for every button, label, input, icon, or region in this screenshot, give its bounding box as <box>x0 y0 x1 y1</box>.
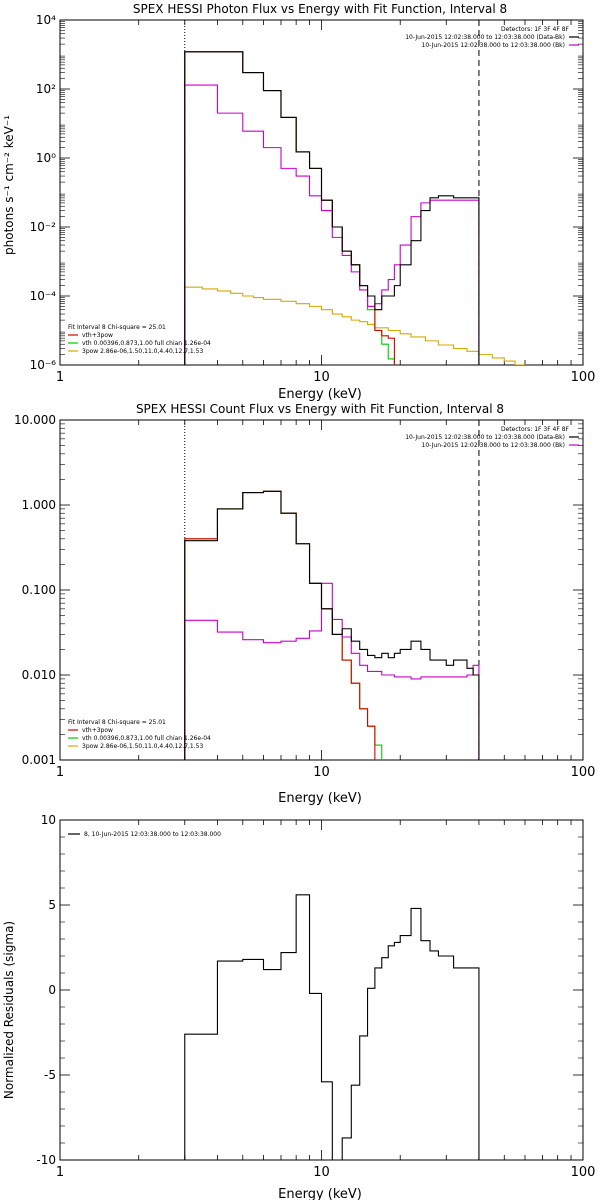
legend-entry: Detectors: 1F 3F 4F 8F <box>501 26 570 33</box>
legend-entry: 10-Jun-2015 12:02:38.000 to 12:03:38.000… <box>405 434 565 441</box>
legend-entry: 10-Jun-2015 12:02:38.000 to 12:03:38.000… <box>422 42 565 49</box>
fit-legend-entry: vth 0.00396,0.873,1.00 full chian 1.26e-… <box>82 735 211 742</box>
y-tick-label: 0.100 <box>22 583 56 597</box>
x-tick-label: 100 <box>571 765 596 780</box>
y-axis-label: Normalized Residuals (sigma) <box>2 921 16 1099</box>
x-tick-label: 10 <box>313 370 330 385</box>
x-tick-label: 1 <box>56 370 64 385</box>
fit-legend-entry: 3pow 2.86e-06,1.50,11.0,4.40,12.7,1.53 <box>82 743 203 750</box>
y-tick-label: 10² <box>36 82 56 96</box>
legend-entry: Detectors: 1F 3F 4F 8F <box>501 426 570 433</box>
legend-entry: 10-Jun-2015 12:02:38.000 to 12:03:38.000… <box>405 34 565 41</box>
y-tick-label: -5 <box>44 1068 56 1082</box>
series-line <box>184 51 395 365</box>
y-tick-label: 10 <box>41 813 56 827</box>
y-tick-label: -10 <box>36 1153 56 1167</box>
series-line <box>184 894 480 1160</box>
y-tick-label: 0.010 <box>22 668 56 682</box>
x-tick-label: 100 <box>571 370 596 385</box>
x-tick-label: 10 <box>313 765 330 780</box>
count-flux-panel: SPEX HESSI Count Flux vs Energy with Fit… <box>14 402 595 806</box>
x-tick-label: 1 <box>56 1165 64 1180</box>
series-line <box>184 51 395 365</box>
fit-legend-entry: vth 0.00396,0.873,1.00 full chian 1.26e-… <box>82 340 211 347</box>
y-tick-label: 1.000 <box>22 498 56 512</box>
residuals-panel: Energy (keV) Normalized Residuals (sigma… <box>2 813 595 1200</box>
photon-flux-panel: SPEX HESSI Photon Flux vs Energy with Fi… <box>2 2 595 402</box>
series-line <box>184 582 480 760</box>
fit-legend-entry: vth+3pow <box>82 727 113 734</box>
y-tick-label: 10.000 <box>14 413 56 427</box>
y-tick-label: 0 <box>48 983 56 997</box>
y-tick-label: 5 <box>48 898 56 912</box>
fit-legend-entry: 3pow 2.86e-06,1.50,11.0,4.40,12.7,1.53 <box>82 348 203 355</box>
x-tick-label: 10 <box>313 1165 330 1180</box>
legend-entry: 8, 10-Jun-2015 12:03:38.000 to 12:03:38.… <box>84 831 221 838</box>
fit-legend-entry: Fit Interval 8 Chi-square = 25.01 <box>68 324 166 331</box>
fit-legend-entry: vth+3pow <box>82 332 113 339</box>
x-axis-label: Energy (keV) <box>278 791 362 806</box>
series-line <box>184 490 389 760</box>
y-tick-label: 10⁻² <box>30 220 57 234</box>
fit-legend-entry: Fit Interval 8 Chi-square = 25.01 <box>68 719 166 726</box>
panel-title: SPEX HESSI Count Flux vs Energy with Fit… <box>136 402 504 416</box>
series-line <box>184 490 376 760</box>
x-axis-label: Energy (keV) <box>278 387 362 402</box>
panel-title: SPEX HESSI Photon Flux vs Energy with Fi… <box>133 2 507 16</box>
y-tick-label: 10⁰ <box>36 151 56 165</box>
y-tick-label: 10⁻⁴ <box>30 289 57 303</box>
y-tick-label: 10⁻⁶ <box>30 358 57 372</box>
x-tick-label: 100 <box>571 1165 596 1180</box>
y-axis-label: photons s⁻¹ cm⁻² keV⁻¹ <box>2 115 16 255</box>
x-tick-label: 1 <box>56 765 64 780</box>
plot-frame <box>59 819 584 1161</box>
y-tick-label: 10⁴ <box>36 13 56 27</box>
series-line <box>184 490 480 760</box>
legend-entry: 10-Jun-2015 12:02:38.000 to 12:03:38.000… <box>422 442 565 449</box>
x-axis-label: Energy (keV) <box>278 1187 362 1200</box>
y-tick-label: 0.001 <box>22 753 56 767</box>
series-line <box>184 51 480 365</box>
series-line <box>184 286 544 365</box>
